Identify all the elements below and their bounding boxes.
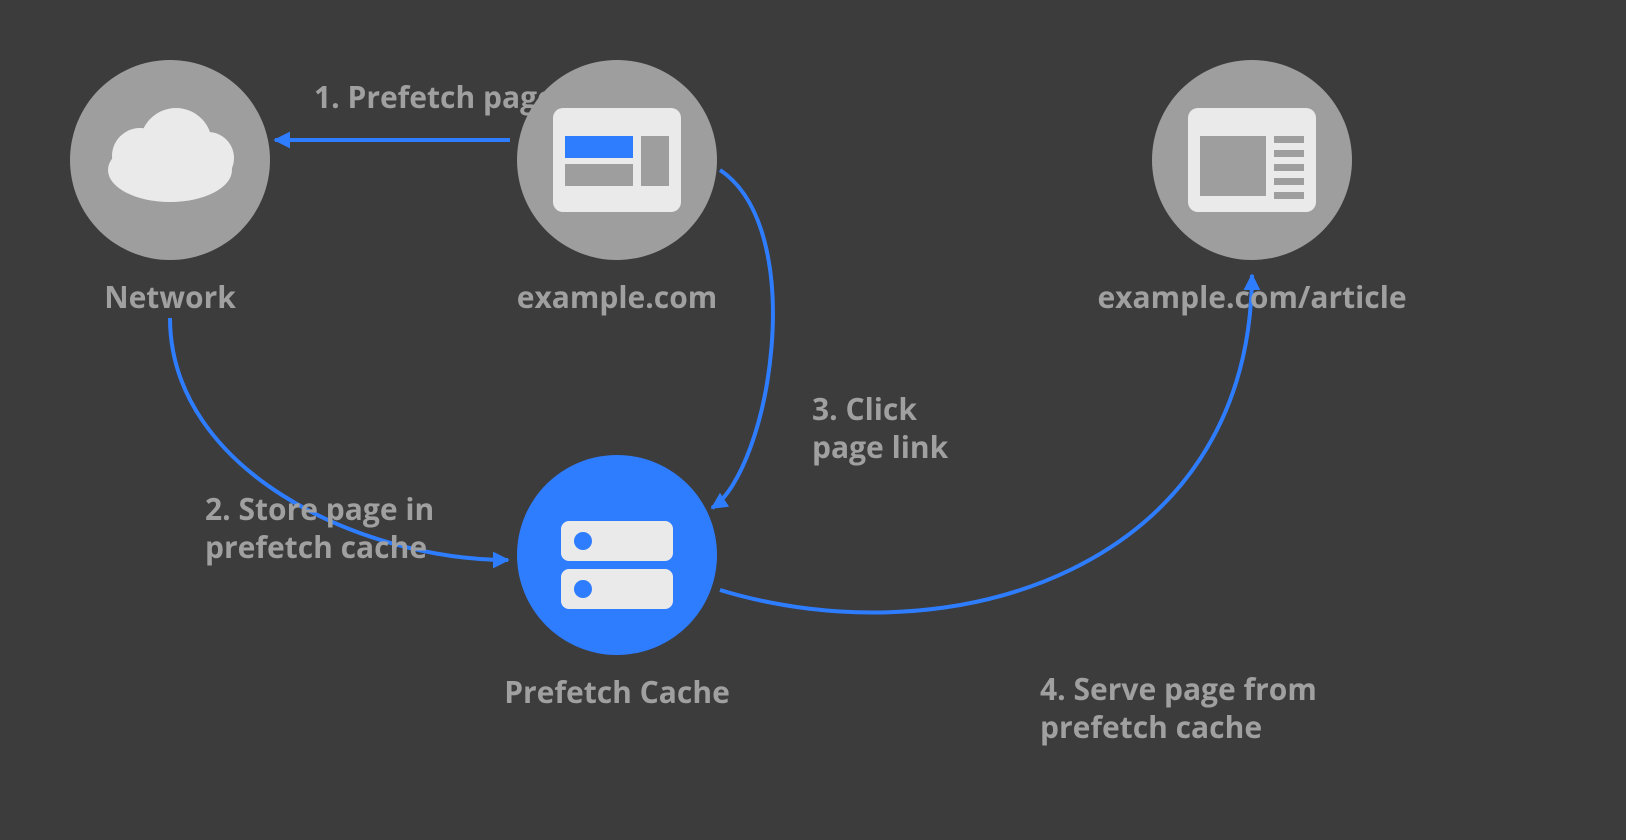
edge-label-store: 2. Store page inprefetch cache (205, 488, 434, 567)
article-icon (1188, 108, 1316, 212)
webpage-icon (553, 108, 681, 212)
prefetch-diagram: 1. Prefetch page 2. Store page inprefetch… (0, 0, 1626, 840)
node-example: example.com (517, 60, 718, 317)
node-label-article: example.com/article (1097, 276, 1406, 317)
edge-label-prefetch: 1. Prefetch page (314, 76, 555, 117)
node-label-cache: Prefetch Cache (504, 671, 730, 712)
node-label-example: example.com (517, 276, 718, 317)
node-label-network: Network (104, 276, 236, 317)
